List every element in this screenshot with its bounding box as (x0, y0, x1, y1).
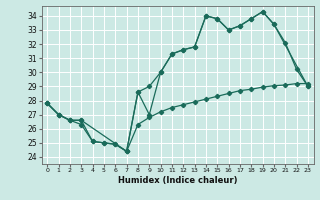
X-axis label: Humidex (Indice chaleur): Humidex (Indice chaleur) (118, 176, 237, 185)
